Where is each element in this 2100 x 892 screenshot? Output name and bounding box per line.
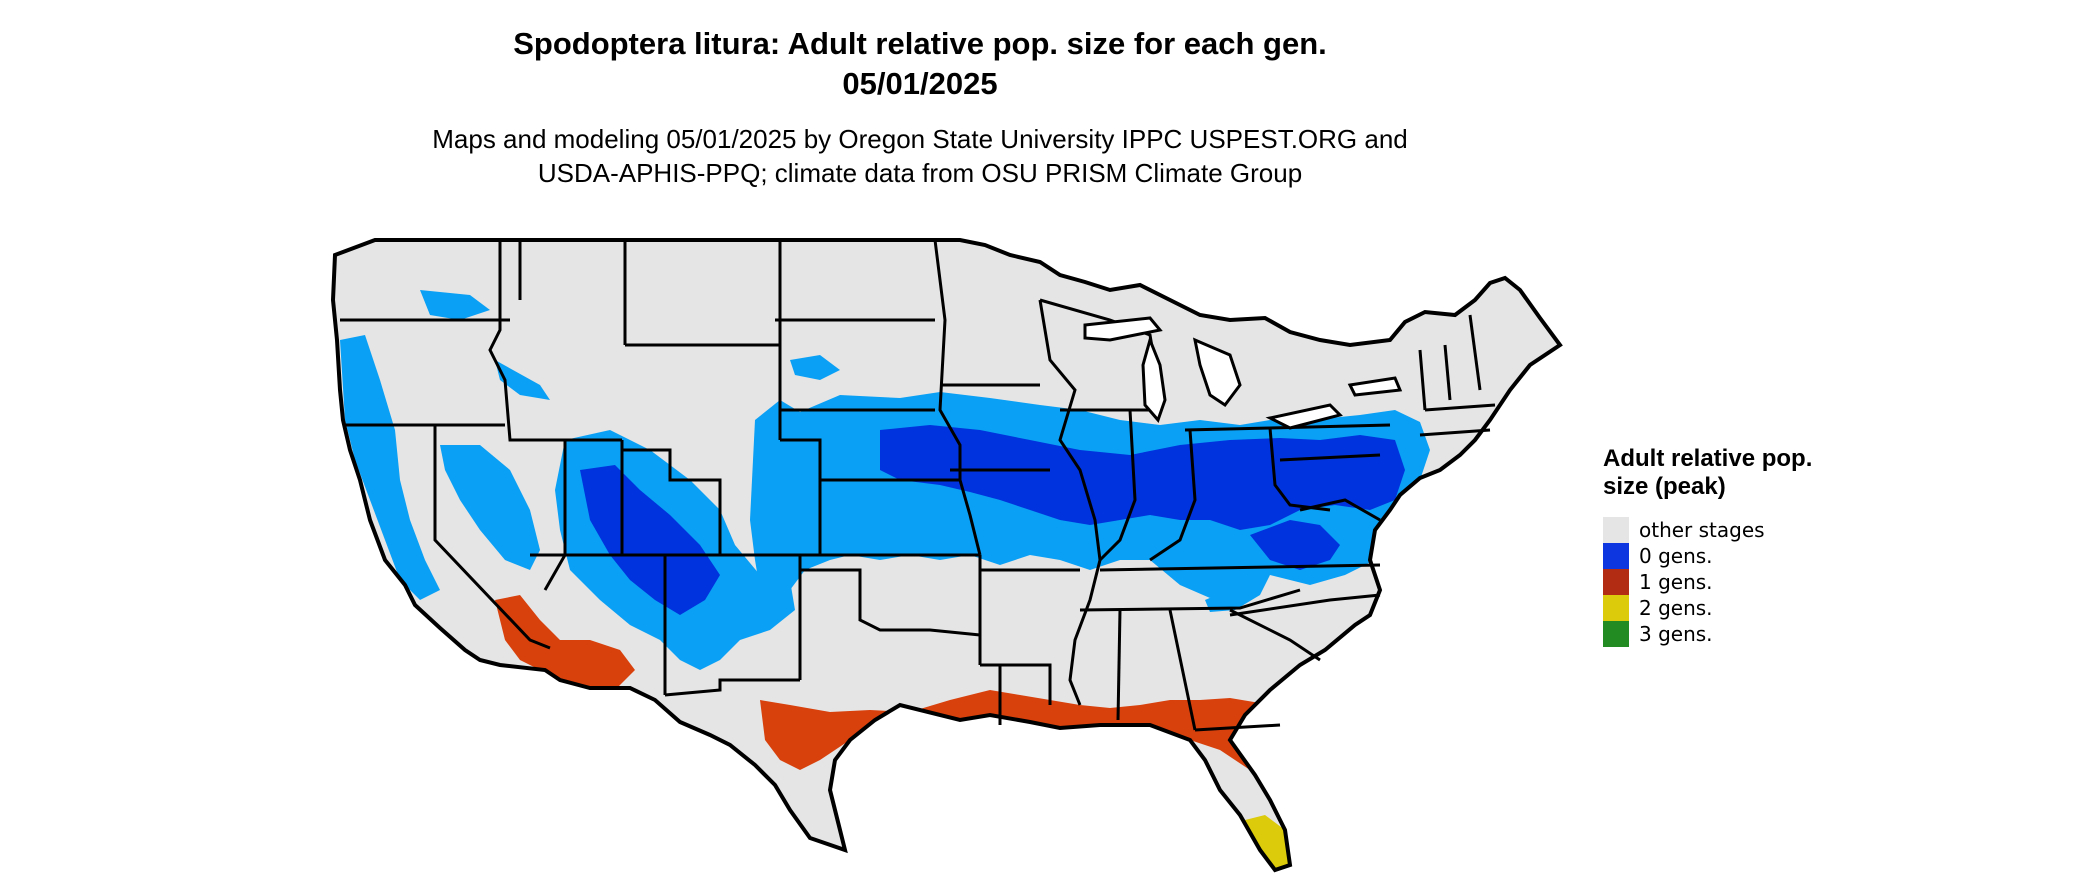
border-nm-mex [664, 678, 800, 697]
border-ct-ri [1419, 428, 1491, 437]
border-ne-co-ks [780, 438, 960, 482]
map-subtitle-line-1: Maps and modeling 05/01/2025 by Oregon S… [432, 124, 1408, 154]
border-nh-me [1468, 314, 1482, 391]
zone-zero-gens-dark-central [880, 425, 1405, 530]
border-ms-al [1116, 609, 1122, 721]
zone-zero-gens-appalachian [1205, 575, 1270, 612]
zone-zero-gens-dark-east [1250, 520, 1340, 570]
lake-erie [1265, 403, 1343, 430]
border-pa-md [1279, 453, 1381, 462]
border-in-oh [1149, 429, 1197, 562]
map-subtitle: Maps and modeling 05/01/2025 by Oregon S… [0, 122, 1840, 190]
zone-zero-gens-dark-southwest [580, 465, 720, 615]
legend-item: other stages [1603, 517, 1823, 543]
border-ut-wy-co [622, 448, 722, 555]
border-ok-tx [800, 568, 981, 637]
lake-michigan [1141, 335, 1167, 423]
legend-swatch [1603, 621, 1629, 647]
border-vt-nh [1443, 344, 1452, 401]
legend-items: other stages 0 gens. 1 gens. 2 gens. 3 gens. [1603, 517, 1823, 647]
border-id-mt [488, 240, 622, 442]
map-title-line-2: 05/01/2025 [842, 66, 998, 101]
lake-superior [1083, 316, 1163, 342]
border-ar-la [980, 663, 1052, 705]
zone-one-gen-arizona [495, 595, 635, 690]
legend-label: 1 gens. [1639, 570, 1713, 594]
border-mississippi [1038, 299, 1102, 706]
border-nd-mn [933, 239, 962, 480]
legend-label: 2 gens. [1639, 596, 1713, 620]
border-ny-vt [1418, 349, 1427, 411]
legend-swatch [1603, 517, 1629, 543]
border-va-md [1299, 498, 1381, 522]
map-title: Spodoptera litura: Adult relative pop. s… [0, 24, 1840, 104]
zone-zero-gens-light-great-basin [440, 445, 540, 570]
zone-two-gens-florida [1245, 815, 1292, 870]
map-subtitle-line-2: USDA-APHIS-PPQ; climate data from OSU PR… [537, 158, 1303, 188]
border-tn-south [1079, 588, 1301, 612]
legend-item: 0 gens. [1603, 543, 1823, 569]
border-nc-sc [1229, 593, 1381, 617]
border-ga-sc [1229, 608, 1321, 662]
border-ky-tn [1099, 563, 1381, 572]
zone-two-gens-texas [893, 838, 905, 848]
legend-swatch [1603, 595, 1629, 621]
map-title-line-1: Spodoptera litura: Adult relative pop. s… [513, 26, 1327, 61]
zone-zero-gens-light-pacific [340, 335, 440, 600]
legend: Adult relative pop. size (peak) other st… [1603, 445, 1823, 647]
legend-label: 0 gens. [1639, 544, 1713, 568]
zone-zero-gens-light-colorado [790, 355, 840, 380]
border-al-ga [1168, 609, 1197, 731]
border-mi-oh [1184, 426, 1271, 432]
legend-item: 3 gens. [1603, 621, 1823, 647]
legend-item: 2 gens. [1603, 595, 1823, 621]
border-il-in [1098, 409, 1137, 562]
legend-swatch [1603, 569, 1629, 595]
legend-title: Adult relative pop. size (peak) [1603, 445, 1813, 500]
legend-label: 3 gens. [1639, 622, 1713, 646]
great-lakes [1083, 316, 1403, 430]
border-ma-south [1424, 403, 1496, 412]
legend-swatch [1603, 543, 1629, 569]
border-ks-mo [958, 479, 982, 556]
zone-zero-gens-light-northwest [420, 290, 550, 400]
border-ca-nv [433, 425, 551, 650]
lake-ontario [1347, 376, 1403, 397]
lake-huron [1192, 337, 1242, 408]
legend-label: other stages [1639, 518, 1765, 542]
legend-item: 1 gens. [1603, 569, 1823, 595]
